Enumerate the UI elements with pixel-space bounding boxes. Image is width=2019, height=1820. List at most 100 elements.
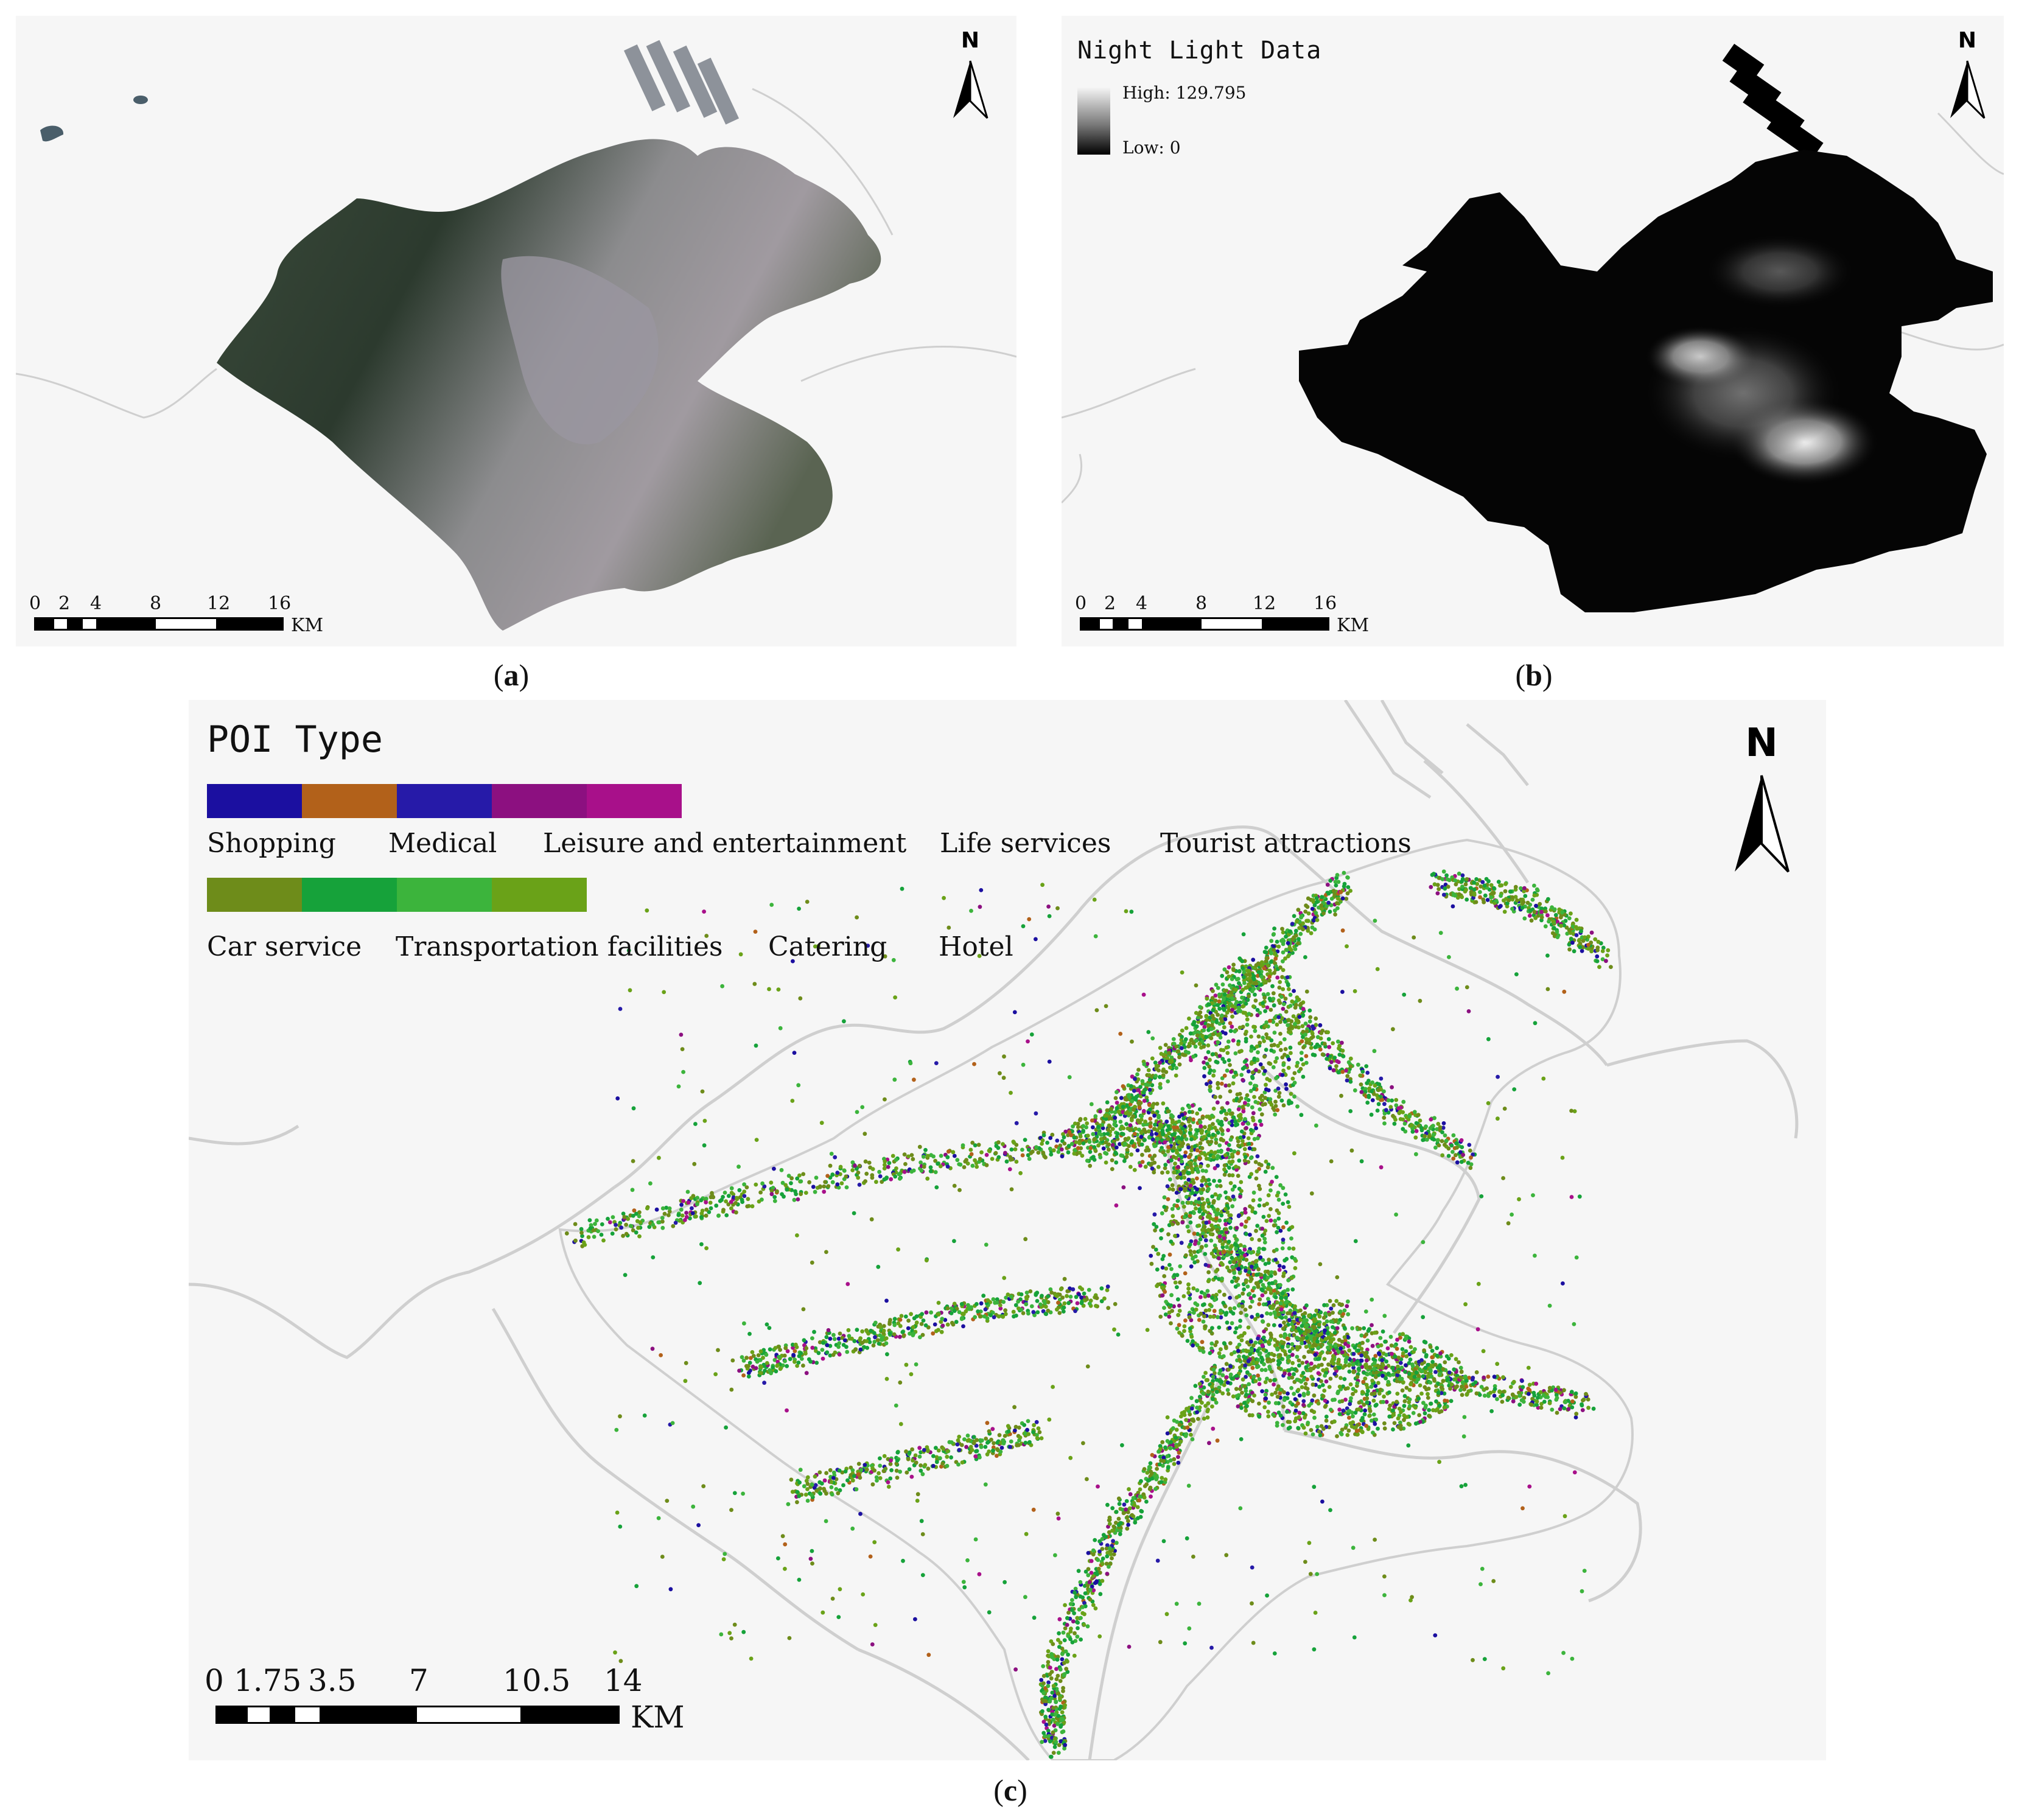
poi-point [889,1458,893,1463]
poi-point [884,1175,889,1180]
poi-point [1473,1380,1478,1385]
poi-point [1147,1477,1152,1482]
poi-point [662,1211,667,1216]
poi-point [1108,1552,1113,1556]
poi-point [1513,884,1518,889]
poi-point [1286,1344,1290,1349]
poi-point [1128,1492,1133,1497]
poi-point [1296,1358,1301,1363]
poi-point [1324,1319,1329,1324]
poi-point [667,1206,672,1211]
poi-point [886,1164,891,1169]
poi-point [588,1226,593,1231]
poi-point [1049,1290,1054,1295]
poi-point [1031,1430,1035,1435]
poi-point [845,1478,850,1483]
poi-point [1432,882,1437,887]
poi-point [1357,1343,1362,1348]
poi-point [1457,887,1461,891]
poi-point [1578,945,1583,950]
poi-point [1570,1405,1575,1410]
poi-point [1184,1418,1188,1423]
poi-point [1281,959,1285,964]
poi-point [1366,1388,1370,1393]
poi-point [1539,915,1544,920]
poi-point [1304,1328,1309,1333]
poi-point [1359,1346,1364,1351]
poi-point [1088,1587,1093,1592]
poi-point [1362,1412,1367,1416]
poi-point [1558,1407,1562,1412]
poi-point [883,1159,887,1164]
poi-point [1039,1436,1044,1441]
poi-point [923,1323,928,1328]
poi-point [1161,1069,1165,1073]
poi-point [1319,1332,1323,1336]
poi-point [1130,1099,1135,1104]
poi-point [1287,1349,1292,1354]
poi-point [940,1461,945,1466]
poi-point [1280,1348,1285,1353]
poi-point [1301,1399,1306,1404]
poi-point [1407,1114,1412,1119]
poi-point [1318,1047,1323,1052]
poi-point [1431,1132,1436,1137]
poi-point [729,1200,733,1204]
poi-point [1357,1400,1362,1405]
poi-point [1040,1709,1044,1713]
poi-point [1329,1407,1333,1412]
poi-point [1325,883,1330,887]
poi-point [1046,1734,1051,1738]
poi-point [1416,1373,1421,1378]
poi-point [610,1231,615,1236]
poi-point [983,1444,988,1449]
poi-point [1449,1143,1454,1148]
poi-point [740,1355,744,1359]
poi-point [1077,1150,1082,1155]
poi-point [887,1161,892,1165]
poi-point [1079,1295,1083,1300]
poi-point [1410,1129,1415,1134]
poi-point [897,1176,902,1181]
poi-point [1580,1408,1585,1412]
poi-point [1251,977,1256,982]
poi-point [1257,1351,1262,1356]
poi-point [971,1435,976,1440]
poi-point [1547,1401,1552,1405]
poi-point [1082,1612,1086,1617]
poi-point [1266,1297,1270,1301]
poi-point [1432,1116,1436,1121]
poi-point [825,1350,830,1355]
poi-point [1237,1357,1242,1362]
poi-point [1410,1126,1415,1131]
poi-point [1117,1502,1122,1507]
poi-point [836,1185,841,1190]
poi-point [772,1199,777,1203]
island [40,125,64,142]
poi-point [1040,1138,1045,1143]
poi-point [906,1154,911,1159]
poi-point [1569,1390,1574,1395]
poi-point [1508,889,1513,894]
poi-point [1589,949,1594,954]
poi-point [1342,881,1347,886]
poi-point [1351,1352,1356,1356]
poi-point [695,1195,700,1200]
poi-point [1586,947,1590,951]
poi-point [1310,1398,1315,1403]
poi-point [1001,1441,1006,1446]
poi-point [1185,1425,1190,1430]
poi-point [1102,1296,1107,1301]
poi-point [1281,1326,1286,1331]
poi-point [1365,1071,1370,1075]
poi-point [960,1460,965,1465]
poi-point [1157,1462,1162,1467]
poi-point [1328,1066,1332,1071]
poi-point [790,1489,795,1494]
poi-point [844,1345,849,1349]
poi-point [1270,1392,1275,1397]
poi-point [774,1369,779,1374]
poi-point [832,1337,837,1342]
north-arrow: N [953,28,989,119]
poi-point [893,1174,898,1179]
